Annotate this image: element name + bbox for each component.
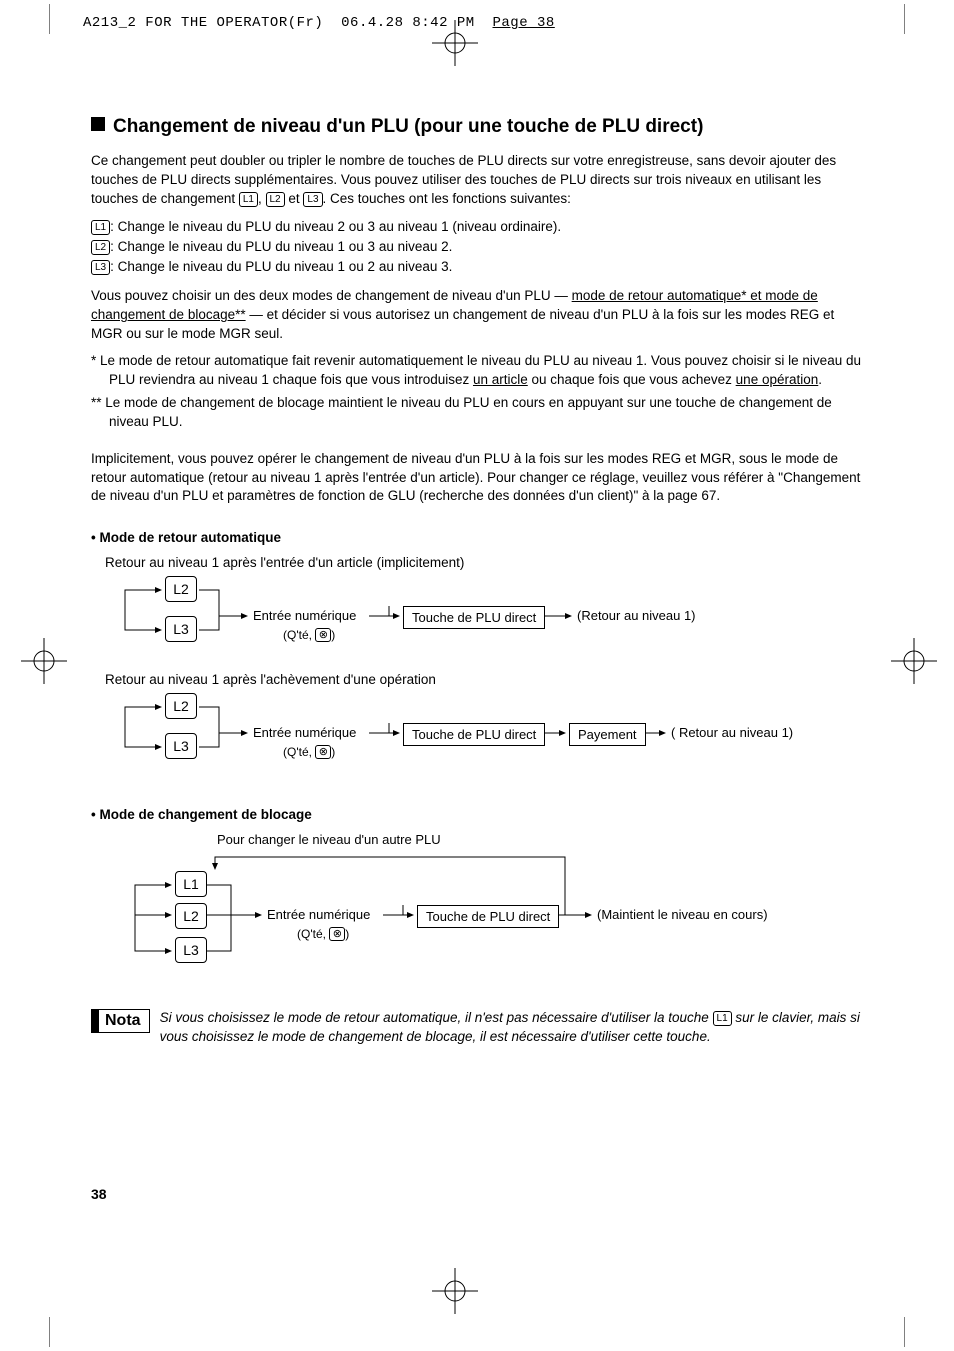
diagram-auto-operation: L2 L3 Entrée numérique (Q'té, ⊗) Touche … xyxy=(105,693,863,773)
mode-blocage-title: • Mode de changement de blocage xyxy=(91,807,863,822)
desc-l1: L1: Change le niveau du PLU du niveau 2 … xyxy=(91,217,863,237)
title-text: Changement de niveau d'un PLU (pour une … xyxy=(113,116,703,137)
diagram2-touche: Touche de PLU direct xyxy=(403,723,545,746)
key-l1-inline: L1 xyxy=(91,220,110,235)
registration-mark-bottom xyxy=(432,1268,478,1314)
square-bullet-icon xyxy=(91,117,105,131)
registration-mark-right xyxy=(891,638,937,684)
otimes-icon: ⊗ xyxy=(315,628,331,642)
diagram3-qte: (Q'té, ⊗) xyxy=(297,927,349,941)
mode-auto-cap1: Retour au niveau 1 après l'entrée d'un a… xyxy=(105,555,863,570)
diagram3-maintient: (Maintient le niveau en cours) xyxy=(597,907,768,922)
implicit-paragraph: Implicitement, vous pouvez opérer le cha… xyxy=(91,450,863,507)
desc-l3: L3: Change le niveau du PLU du niveau 1 … xyxy=(91,257,863,277)
diagram3-touche: Touche de PLU direct xyxy=(417,905,559,928)
diagram1-key-l3: L3 xyxy=(165,616,197,642)
key-l2: L2 xyxy=(266,192,285,207)
doc-datetime: 06.4.28 8:42 PM xyxy=(341,15,475,31)
diagram2-entree: Entrée numérique xyxy=(253,725,356,740)
mode-auto-cap2: Retour au niveau 1 après l'achèvement d'… xyxy=(105,672,863,687)
otimes-icon: ⊗ xyxy=(315,745,331,759)
mode-blocage-cap: Pour changer le niveau d'un autre PLU xyxy=(91,832,863,847)
diagram2-qte: (Q'té, ⊗) xyxy=(283,745,335,759)
diagram1-touche: Touche de PLU direct xyxy=(403,606,545,629)
key-l3: L3 xyxy=(303,192,322,207)
doc-pagelabel: Page 38 xyxy=(493,15,555,31)
diagram2-key-l3: L3 xyxy=(165,733,197,759)
diagram3-key-l1: L1 xyxy=(175,871,207,897)
mode-choice-paragraph: Vous pouvez choisir un des deux modes de… xyxy=(91,287,863,344)
section-title: Changement de niveau d'un PLU (pour une … xyxy=(91,116,863,138)
page-content: Changement de niveau d'un PLU (pour une … xyxy=(91,116,863,1047)
registration-mark-left xyxy=(21,638,67,684)
diagram1-retour: (Retour au niveau 1) xyxy=(577,608,696,623)
key-descriptions: L1: Change le niveau du PLU du niveau 2 … xyxy=(91,217,863,278)
desc-l2: L2: Change le niveau du PLU du niveau 1 … xyxy=(91,237,863,257)
footnote-1: * Le mode de retour automatique fait rev… xyxy=(91,352,863,390)
diagram3-entree: Entrée numérique xyxy=(267,907,370,922)
mode-auto-title: • Mode de retour automatique xyxy=(91,530,863,545)
nota-text: Si vous choisissez le mode de retour aut… xyxy=(160,1009,863,1047)
diagram2-key-l2: L2 xyxy=(165,693,197,719)
diagram1-entree: Entrée numérique xyxy=(253,608,356,623)
diagram1-key-l2: L2 xyxy=(165,576,197,602)
nota-badge: Nota xyxy=(91,1009,150,1033)
diagram3-key-l3: L3 xyxy=(175,937,207,963)
diagram1-qte: (Q'té, ⊗) xyxy=(283,628,335,642)
header-line: A213_2 FOR THE OPERATOR(Fr) 06.4.28 8:42… xyxy=(83,15,555,31)
intro-paragraph: Ce changement peut doubler ou tripler le… xyxy=(91,152,863,209)
nota-block: Nota Si vous choisissez le mode de retou… xyxy=(91,1009,863,1047)
key-l3-inline: L3 xyxy=(91,260,110,275)
nota-key-l1: L1 xyxy=(713,1011,732,1026)
diagram2-retour: ( Retour au niveau 1) xyxy=(671,725,793,740)
doc-ref: A213_2 FOR THE OPERATOR(Fr) xyxy=(83,15,323,31)
key-l1: L1 xyxy=(239,192,258,207)
page-number: 38 xyxy=(91,1186,107,1202)
diagram2-payement: Payement xyxy=(569,723,646,746)
footnote-2: ** Le mode de changement de blocage main… xyxy=(91,394,863,432)
key-l2-inline: L2 xyxy=(91,240,110,255)
diagram-auto-article: L2 L3 Entrée numérique (Q'té, ⊗) Touche … xyxy=(105,576,863,656)
diagram-blocage: L1 L2 L3 Entrée numérique (Q'té, ⊗) Touc… xyxy=(105,851,863,981)
otimes-icon: ⊗ xyxy=(329,927,345,941)
diagram3-key-l2: L2 xyxy=(175,903,207,929)
